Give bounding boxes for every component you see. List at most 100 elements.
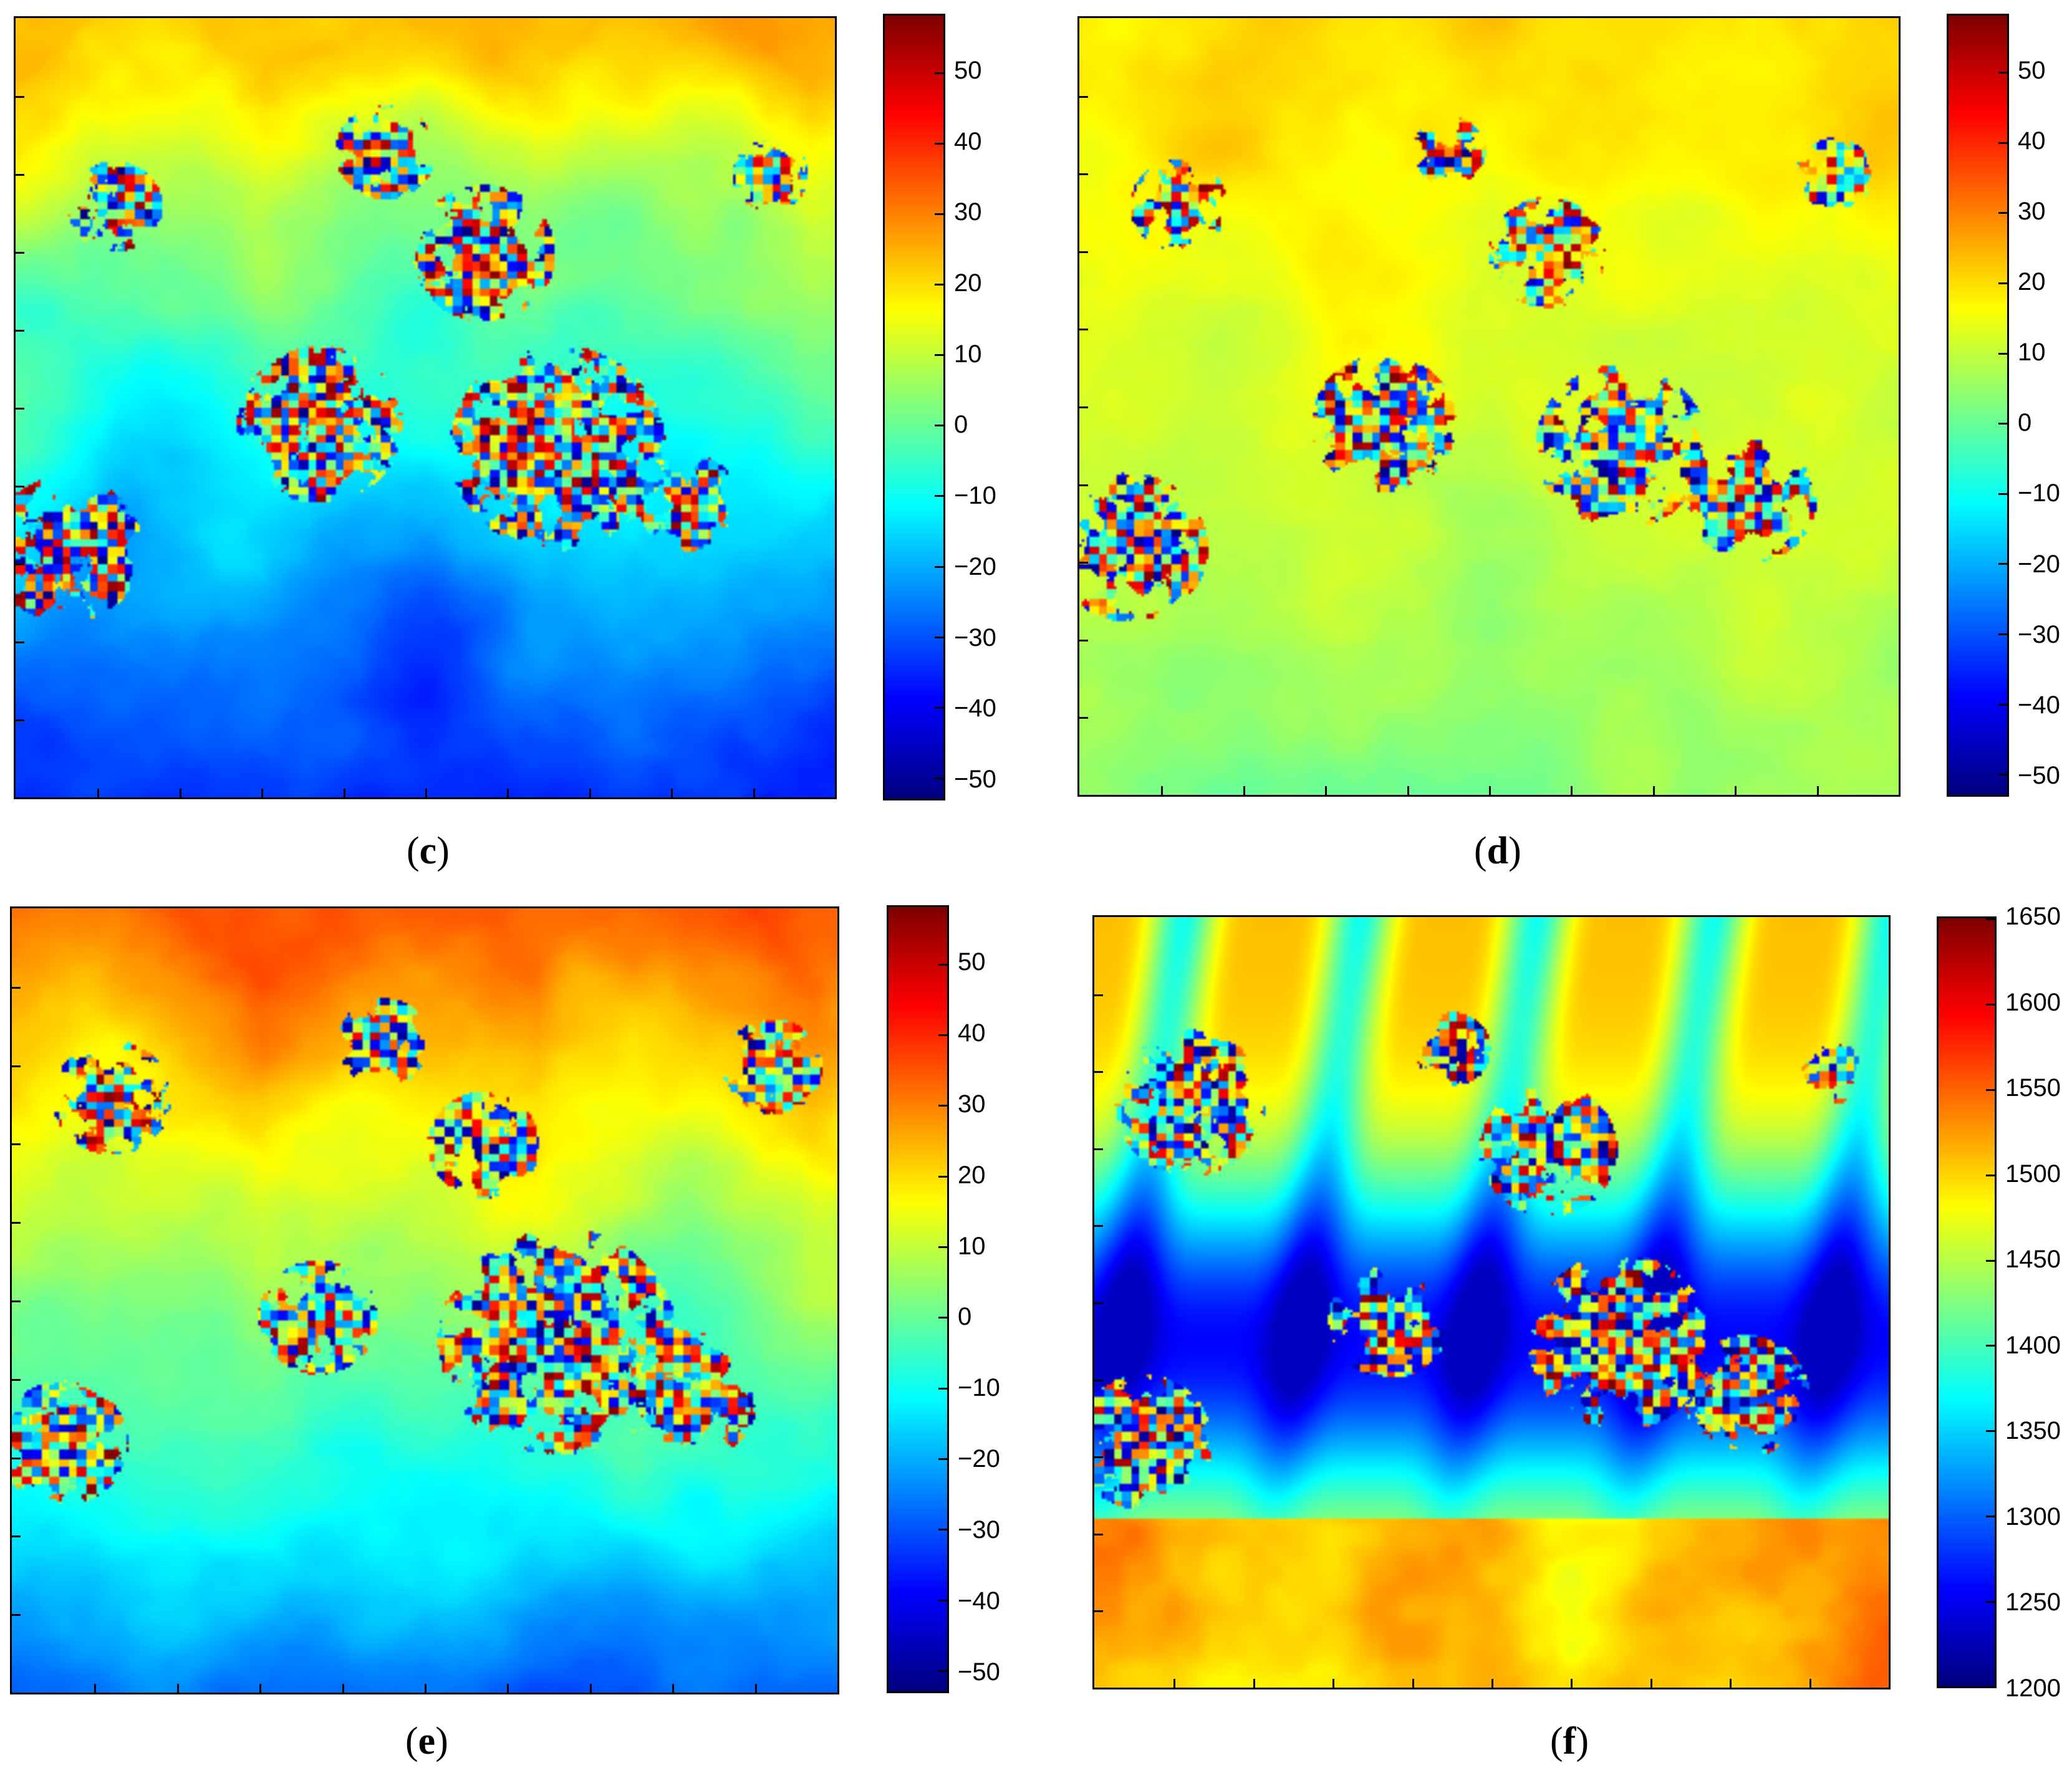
colorbar-tick	[1986, 1345, 1995, 1347]
colorbar-tick	[938, 1387, 947, 1390]
colorbar-tick-label: −30	[954, 623, 996, 651]
x-axis-tick	[1332, 1679, 1335, 1688]
colorbar-tick	[1998, 142, 2007, 144]
x-axis-tick	[1816, 786, 1819, 795]
y-axis-tick	[1079, 562, 1088, 564]
y-axis-tick	[1094, 1225, 1103, 1228]
colorbar-tick	[938, 1105, 947, 1107]
colorbar-d	[1947, 14, 2009, 797]
colorbar-tick	[1986, 1174, 1995, 1176]
y-axis-tick	[1094, 1610, 1103, 1613]
colorbar-tick-label: 50	[954, 56, 982, 84]
colorbar-tick-label: −10	[954, 482, 996, 510]
colorbar-f	[1937, 916, 1997, 1688]
colorbar-tick-label: 1450	[2005, 1246, 2061, 1274]
colorbar-tick-label: 0	[958, 1303, 972, 1331]
x-axis-tick	[97, 789, 100, 797]
colorbar-tick	[938, 1458, 947, 1460]
x-axis-tick	[1735, 786, 1737, 795]
x-axis-tick	[1407, 786, 1409, 795]
y-axis-tick	[1094, 1302, 1103, 1304]
colorbar-tick-label: −20	[958, 1445, 1000, 1473]
x-axis-tick	[507, 789, 509, 797]
colorbar-tick-label: 0	[954, 411, 968, 439]
colorbar-tick	[938, 1175, 947, 1178]
colorbar-tick	[935, 565, 943, 568]
x-axis-tick	[342, 1684, 344, 1693]
colorbar-tick	[938, 1529, 947, 1531]
colorbar-tick	[935, 425, 943, 427]
x-axis-tick	[589, 1684, 592, 1693]
x-axis-tick	[1571, 786, 1573, 795]
y-axis-tick	[12, 1300, 21, 1302]
x-axis-tick	[179, 789, 181, 797]
colorbar-tick	[935, 777, 943, 780]
y-axis-tick	[1094, 1533, 1103, 1535]
colorbar-tick	[1998, 492, 2007, 495]
x-axis-tick	[671, 789, 673, 797]
heatmap-c	[14, 16, 837, 799]
y-axis-tick	[12, 1614, 21, 1617]
y-axis-tick	[1094, 994, 1103, 996]
y-axis-tick	[12, 1222, 21, 1224]
colorbar-tick	[938, 1670, 947, 1672]
colorbar-tick	[1986, 1003, 1995, 1006]
y-axis-tick	[16, 564, 24, 565]
colorbar-tick-label: −50	[958, 1658, 1000, 1686]
colorbar-tick-label: 10	[2018, 339, 2046, 367]
x-axis-tick	[259, 1684, 262, 1693]
x-axis-tick	[754, 1684, 757, 1693]
colorbar-tick	[938, 1317, 947, 1319]
x-axis-tick	[425, 1684, 426, 1693]
y-axis-tick	[1079, 639, 1088, 641]
caption-e: (e)	[405, 1720, 448, 1762]
colorbar-tick-label: 1500	[2005, 1160, 2061, 1188]
x-axis-tick	[1173, 1679, 1176, 1688]
colorbar-tick	[935, 495, 943, 497]
heatmap-d	[1077, 16, 1901, 797]
colorbar-tick-label: 1400	[2005, 1331, 2061, 1359]
heatmap-f-image	[1094, 917, 1889, 1688]
colorbar-f-gradient	[1939, 918, 1995, 1686]
y-axis-tick	[1079, 251, 1088, 253]
colorbar-tick-label: 30	[2018, 197, 2046, 225]
x-axis-tick	[1412, 1679, 1414, 1688]
colorbar-tick-label: 1600	[2005, 988, 2061, 1016]
x-axis-tick	[94, 1684, 97, 1693]
x-axis-tick	[753, 789, 755, 797]
y-axis-tick	[1094, 1379, 1103, 1381]
x-axis-tick	[507, 1684, 509, 1693]
caption-d: (d)	[1474, 830, 1521, 872]
colorbar-tick-label: −50	[2018, 762, 2060, 790]
colorbar-e	[887, 905, 949, 1693]
colorbar-tick-label: −10	[958, 1374, 1000, 1402]
y-axis-tick	[1094, 1148, 1103, 1150]
y-axis-tick	[1079, 95, 1088, 98]
colorbar-tick-label: 40	[958, 1019, 986, 1047]
x-axis-tick	[1161, 786, 1164, 795]
colorbar-tick	[1998, 703, 2007, 706]
y-axis-tick	[1094, 1071, 1103, 1074]
colorbar-tick-label: −40	[2018, 691, 2060, 719]
heatmap-c-image	[16, 18, 835, 797]
y-axis-tick	[12, 1143, 21, 1146]
colorbar-tick-label: 50	[2018, 56, 2046, 84]
colorbar-tick-label: 20	[958, 1161, 986, 1189]
colorbar-tick	[1986, 1259, 1995, 1262]
colorbar-tick-label: 1200	[2005, 1674, 2061, 1702]
y-axis-tick	[16, 252, 24, 254]
colorbar-tick	[1998, 352, 2007, 355]
y-axis-tick	[16, 719, 24, 721]
colorbar-tick-label: 30	[958, 1090, 986, 1118]
colorbar-tick	[1986, 918, 1995, 920]
y-axis-tick	[12, 1457, 21, 1459]
y-axis-tick	[1079, 329, 1088, 331]
colorbar-tick-label: 40	[2018, 127, 2046, 155]
colorbar-c	[883, 14, 945, 800]
colorbar-tick-label: −20	[954, 552, 996, 580]
y-axis-tick	[12, 1065, 21, 1067]
colorbar-tick	[1998, 282, 2007, 284]
colorbar-tick	[938, 1034, 947, 1036]
caption-f: (f)	[1550, 1720, 1589, 1762]
colorbar-tick	[935, 142, 943, 145]
